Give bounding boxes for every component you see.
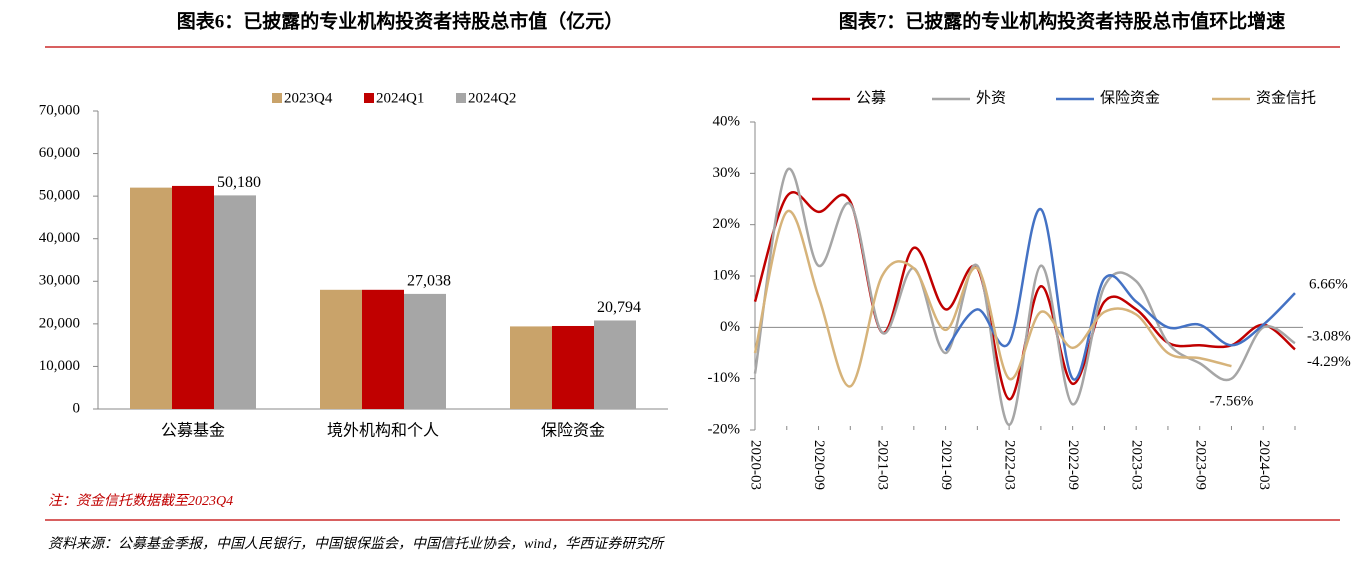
- legend-label: 保险资金: [1100, 89, 1160, 106]
- legend-label: 外资: [976, 89, 1006, 106]
- legend-label: 2024Q2: [468, 90, 516, 106]
- legend-label: 资金信托: [1256, 89, 1316, 106]
- y-tick-label: -20%: [708, 421, 741, 437]
- data-label: -3.08%: [1307, 329, 1351, 345]
- x-tick-label: 2020-03: [748, 440, 764, 490]
- data-label: 50,180: [217, 174, 261, 191]
- source: 资料来源：公募基金季报，中国人民银行，中国银保监会，中国信托业协会，wind，华…: [48, 536, 665, 552]
- note: 注：资金信托数据截至2023Q4: [48, 493, 233, 509]
- legend-swatch: [364, 93, 374, 103]
- data-label: -4.29%: [1307, 354, 1351, 370]
- bar: [404, 293, 446, 409]
- x-tick-label: 2021-03: [875, 440, 891, 490]
- y-tick-label: 10%: [713, 267, 741, 283]
- x-tick-label: 公募基金: [161, 422, 225, 440]
- bar: [320, 289, 362, 409]
- bar: [214, 195, 256, 409]
- y-tick-label: 50,000: [39, 188, 80, 204]
- data-label: 6.66%: [1309, 277, 1348, 293]
- x-tick-label: 2023-09: [1192, 440, 1208, 490]
- data-label: -7.56%: [1210, 394, 1254, 410]
- bar: [130, 187, 172, 409]
- bar: [594, 320, 636, 409]
- bar: [552, 325, 594, 409]
- bar: [510, 326, 552, 409]
- x-tick-label: 2024-03: [1256, 440, 1272, 490]
- y-tick-label: 60,000: [39, 145, 80, 161]
- y-tick-label: 30,000: [39, 273, 80, 289]
- y-tick-label: 20,000: [39, 315, 80, 331]
- x-tick-label: 2022-09: [1065, 440, 1081, 490]
- y-tick-label: 40%: [713, 113, 741, 129]
- line-series: [753, 209, 1232, 388]
- x-tick-label: 2021-09: [938, 440, 954, 490]
- legend-label: 2023Q4: [284, 90, 333, 106]
- chart-title: 图表7：已披露的专业机构投资者持股总市值环比增速: [839, 9, 1286, 32]
- line-series: [944, 207, 1296, 381]
- legend-label: 公募: [856, 89, 886, 106]
- line-series: [753, 167, 1296, 427]
- y-tick-label: 0: [73, 400, 81, 416]
- x-tick-label: 2020-09: [811, 440, 827, 490]
- x-tick-label: 境外机构和个人: [327, 421, 439, 440]
- x-tick-label: 2022-03: [1002, 440, 1018, 490]
- y-tick-label: 0%: [720, 319, 740, 335]
- y-tick-label: -10%: [708, 370, 741, 386]
- legend-swatch: [272, 93, 282, 103]
- legend-label: 2024Q1: [376, 90, 424, 106]
- line-series: [753, 191, 1296, 401]
- y-tick-label: 30%: [713, 165, 741, 181]
- bar: [172, 185, 214, 409]
- y-tick-label: 10,000: [39, 358, 80, 374]
- data-label: 27,038: [407, 273, 451, 290]
- data-label: 20,794: [597, 299, 641, 316]
- x-tick-label: 保险资金: [541, 422, 605, 440]
- chart-title: 图表6：已披露的专业机构投资者持股总市值（亿元）: [177, 9, 624, 32]
- legend-swatch: [456, 93, 466, 103]
- bar: [362, 289, 404, 409]
- x-tick-label: 2023-03: [1129, 440, 1145, 490]
- y-tick-label: 40,000: [39, 230, 80, 246]
- y-tick-label: 20%: [713, 216, 741, 232]
- y-tick-label: 70,000: [39, 102, 80, 118]
